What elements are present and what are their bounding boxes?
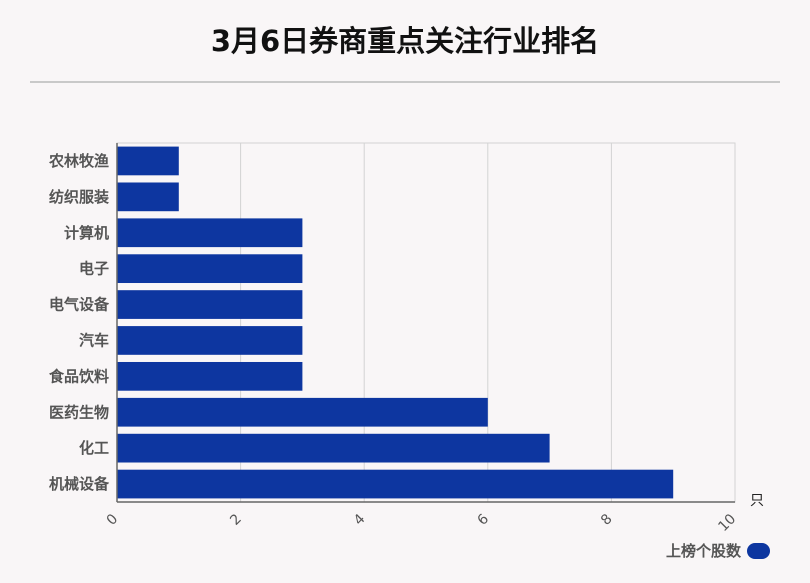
bar: [117, 469, 674, 499]
bar: [117, 397, 488, 427]
x-tick-label: 2: [227, 511, 245, 529]
category-label: 农林牧渔: [48, 152, 109, 170]
bar: [117, 290, 303, 319]
category-label: 医药生物: [49, 403, 109, 421]
category-label: 汽车: [79, 331, 109, 349]
x-tick-label: 6: [474, 511, 492, 529]
x-tick-label: 10: [715, 511, 739, 535]
x-tick-label: 0: [104, 511, 122, 529]
bar: [117, 361, 303, 391]
category-label: 电气设备: [49, 296, 110, 314]
bar: [117, 254, 303, 284]
chart-title: 3月6日券商重点关注行业排名: [210, 24, 600, 58]
bar: [117, 146, 179, 176]
bar: [117, 326, 303, 355]
category-label: 计算机: [64, 224, 109, 242]
bar: [117, 433, 550, 463]
x-tick-label: 4: [351, 511, 369, 529]
category-label: 化工: [79, 439, 109, 457]
legend-swatch: [747, 542, 770, 559]
title-divider: [30, 81, 780, 83]
legend: 上榜个股数: [666, 540, 770, 561]
category-label: 食品饮料: [49, 367, 109, 385]
legend-label: 上榜个股数: [665, 542, 741, 560]
bar: [117, 182, 179, 212]
category-label: 机械设备: [49, 475, 110, 493]
bar: [117, 218, 303, 248]
category-label: 电子: [79, 260, 109, 278]
category-label: 纺织服装: [49, 188, 110, 206]
x-axis-unit-label: 只: [750, 493, 764, 509]
x-tick-label: 8: [598, 511, 616, 529]
